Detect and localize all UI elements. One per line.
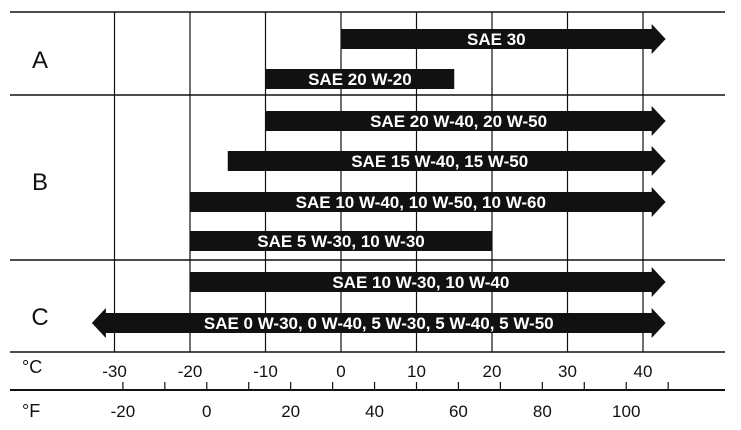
oil-range-bar: [227, 146, 666, 176]
oil-grade-label: SAE 30: [467, 30, 526, 49]
oil-grade-label: SAE 5 W-30, 10 W-30: [257, 232, 425, 251]
bars: SAE 30 SAE 20 W-20 SAE 20 W-40, 20 W-50 SAE…: [91, 24, 666, 338]
celsius-tick-label: -20: [178, 362, 203, 381]
celsius-tick-label: 20: [483, 362, 502, 381]
oil-grade-label: SAE 20 W-20: [308, 70, 412, 89]
oil-grade-label: SAE 10 W-30, 10 W-40: [332, 273, 509, 292]
oil-range-bar: [190, 231, 492, 251]
celsius-tick-label: -30: [102, 362, 127, 381]
fahrenheit-unit-label: °F: [22, 401, 40, 421]
oil-range-bar: [265, 69, 455, 89]
fahrenheit-tick-label: 20: [281, 402, 300, 421]
oil-range-bar: [190, 187, 666, 217]
labels: A B C: [31, 47, 48, 331]
oil-range-bar: [341, 24, 666, 54]
celsius-unit-label: °C: [22, 357, 42, 377]
temperature-axes: °C -30 -20 -10 0 10 20 30 40 °F -20 0 20 40 60 80 100: [22, 357, 669, 421]
oil-range-bar: [91, 308, 666, 338]
grid: [10, 11, 725, 391]
fahrenheit-tick-label: 40: [365, 402, 384, 421]
fahrenheit-tick-label: 60: [449, 402, 468, 421]
oil-range-bar: [265, 106, 666, 136]
oil-grade-label: SAE 10 W-40, 10 W-50, 10 W-60: [296, 193, 546, 212]
fahrenheit-tick-label: 80: [533, 402, 552, 421]
celsius-tick-label: 40: [634, 362, 653, 381]
celsius-tick-label: 30: [558, 362, 577, 381]
celsius-tick-label: -10: [253, 362, 278, 381]
fahrenheit-tick-label: 0: [202, 402, 211, 421]
oil-grade-label: SAE 20 W-40, 20 W-50: [370, 112, 547, 131]
group-label: C: [31, 304, 48, 331]
fahrenheit-tick-label: -20: [111, 402, 136, 421]
celsius-tick-label: 0: [336, 362, 345, 381]
group-label: B: [32, 169, 48, 196]
oil-grade-label: SAE 0 W-30, 0 W-40, 5 W-30, 5 W-40, 5 W-…: [204, 314, 554, 333]
group-label: A: [32, 47, 48, 74]
oil-grade-label: SAE 15 W-40, 15 W-50: [351, 152, 528, 171]
oil-range-bar: [190, 267, 666, 297]
celsius-tick-label: 10: [407, 362, 426, 381]
fahrenheit-tick-label: 100: [612, 402, 640, 421]
